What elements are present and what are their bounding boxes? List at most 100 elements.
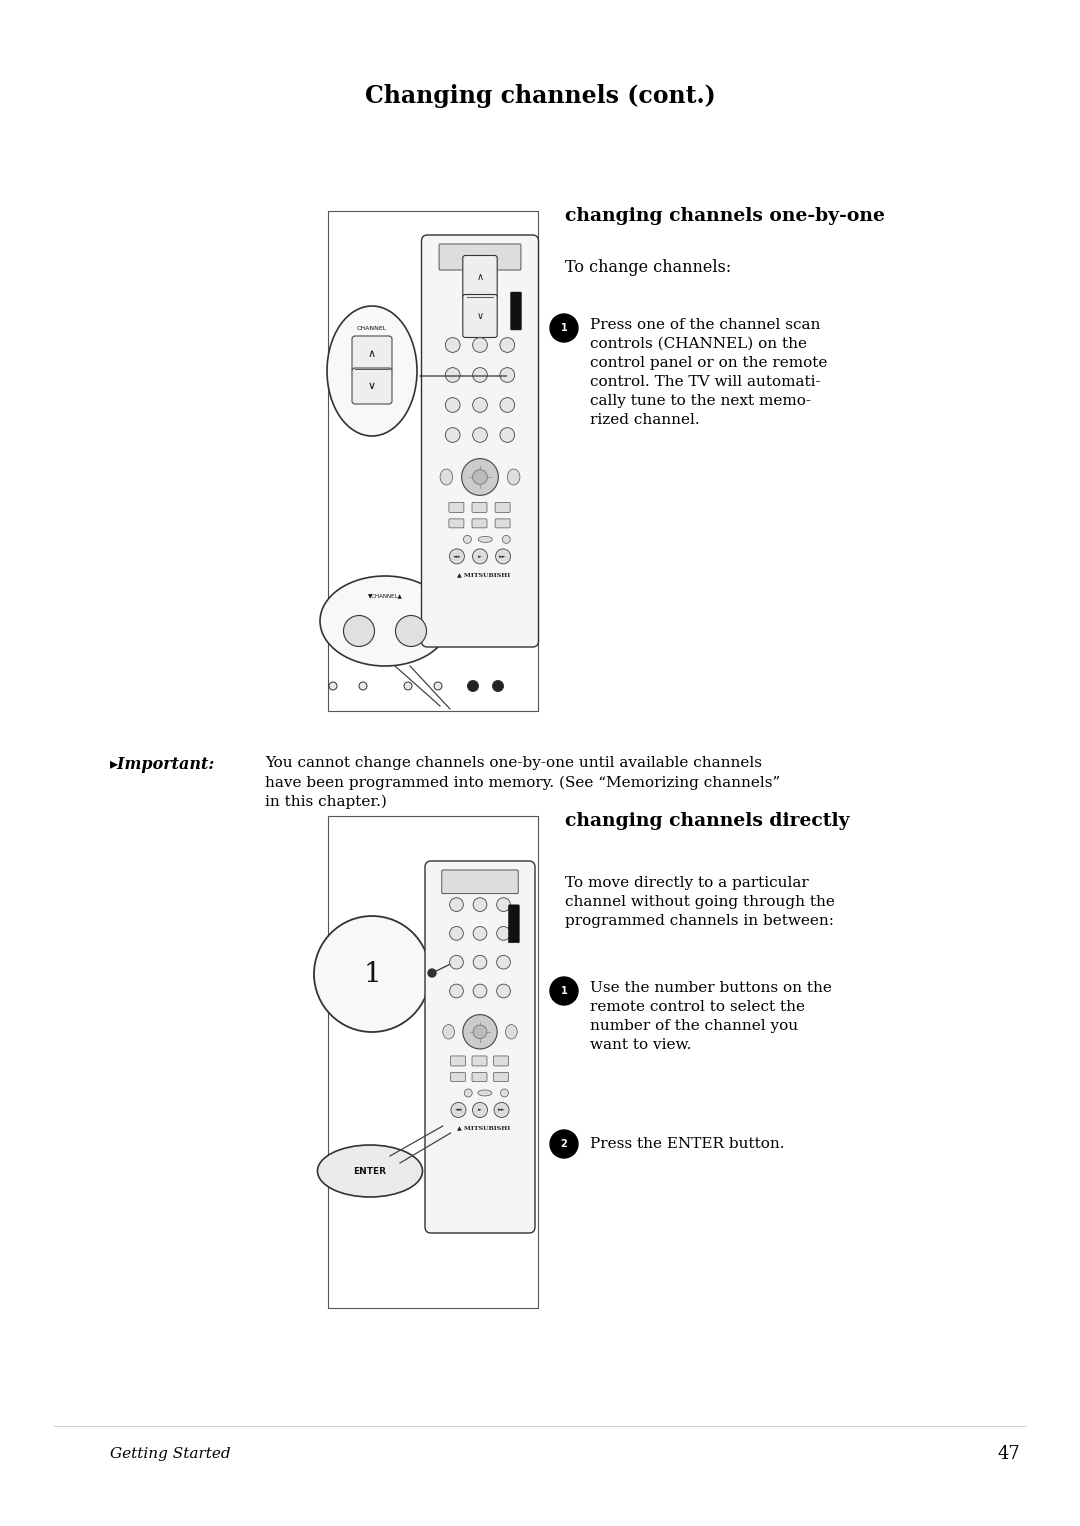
FancyBboxPatch shape <box>463 295 497 337</box>
Text: ∧: ∧ <box>368 349 376 359</box>
FancyBboxPatch shape <box>472 502 487 513</box>
Circle shape <box>359 682 367 690</box>
Circle shape <box>500 398 515 412</box>
FancyBboxPatch shape <box>421 235 539 647</box>
FancyBboxPatch shape <box>472 1056 487 1067</box>
Text: ∨: ∨ <box>476 311 484 320</box>
Circle shape <box>428 969 436 977</box>
Ellipse shape <box>478 536 492 542</box>
Circle shape <box>497 984 511 998</box>
Text: Press the ENTER button.: Press the ENTER button. <box>590 1137 784 1151</box>
Circle shape <box>497 955 511 969</box>
FancyBboxPatch shape <box>511 291 522 330</box>
FancyBboxPatch shape <box>494 1056 509 1067</box>
Circle shape <box>500 1090 509 1097</box>
Circle shape <box>449 984 463 998</box>
FancyBboxPatch shape <box>495 502 510 513</box>
Circle shape <box>502 536 510 543</box>
Text: ►: ► <box>478 554 482 559</box>
Circle shape <box>550 314 578 342</box>
Text: 1: 1 <box>561 324 567 333</box>
FancyBboxPatch shape <box>440 244 521 270</box>
Circle shape <box>500 337 515 353</box>
Text: 2: 2 <box>561 1138 567 1149</box>
Circle shape <box>404 682 411 690</box>
FancyBboxPatch shape <box>426 861 535 1233</box>
Circle shape <box>461 459 498 496</box>
Text: Use the number buttons on the
remote control to select the
number of the channel: Use the number buttons on the remote con… <box>590 981 832 1051</box>
Circle shape <box>314 916 430 1032</box>
Ellipse shape <box>440 468 453 485</box>
Bar <box>328 816 538 1308</box>
FancyBboxPatch shape <box>352 336 392 372</box>
Text: 47: 47 <box>997 1445 1020 1463</box>
Text: ENTER: ENTER <box>353 1166 387 1175</box>
Circle shape <box>496 549 511 565</box>
Text: ∧: ∧ <box>476 272 484 282</box>
Circle shape <box>449 955 463 969</box>
Circle shape <box>445 368 460 383</box>
Circle shape <box>463 536 471 543</box>
Text: ◄◄: ◄◄ <box>454 554 461 559</box>
Text: 1: 1 <box>561 986 567 996</box>
FancyBboxPatch shape <box>494 1073 509 1082</box>
FancyBboxPatch shape <box>442 870 518 894</box>
Circle shape <box>500 427 515 443</box>
Circle shape <box>473 984 487 998</box>
Circle shape <box>497 926 511 940</box>
FancyBboxPatch shape <box>449 502 464 513</box>
Text: To change channels:: To change channels: <box>565 259 731 276</box>
Circle shape <box>473 549 487 565</box>
Circle shape <box>343 615 375 647</box>
Bar <box>328 211 538 711</box>
Circle shape <box>464 1090 472 1097</box>
Text: CHANNEL: CHANNEL <box>356 327 387 331</box>
Circle shape <box>445 398 460 412</box>
Circle shape <box>473 1102 487 1117</box>
Text: 1: 1 <box>363 960 381 987</box>
Circle shape <box>492 681 503 691</box>
Ellipse shape <box>443 1024 455 1039</box>
Circle shape <box>473 427 487 443</box>
Circle shape <box>449 549 464 565</box>
Circle shape <box>449 897 463 911</box>
Text: To move directly to a particular
channel without going through the
programmed ch: To move directly to a particular channel… <box>565 876 835 928</box>
FancyBboxPatch shape <box>472 519 487 528</box>
Text: ►►: ►► <box>499 554 507 559</box>
Circle shape <box>473 1025 487 1039</box>
Circle shape <box>463 1015 497 1048</box>
Circle shape <box>500 368 515 383</box>
Ellipse shape <box>508 468 519 485</box>
Text: ►: ► <box>478 1108 482 1112</box>
Circle shape <box>550 977 578 1006</box>
Circle shape <box>434 682 442 690</box>
Text: Changing channels (cont.): Changing channels (cont.) <box>365 84 715 108</box>
Circle shape <box>445 427 460 443</box>
Circle shape <box>395 615 427 647</box>
Circle shape <box>445 337 460 353</box>
FancyBboxPatch shape <box>463 255 497 299</box>
Ellipse shape <box>318 1144 422 1196</box>
Text: ▲ MITSUBISHI: ▲ MITSUBISHI <box>457 572 511 577</box>
Circle shape <box>473 955 487 969</box>
Text: ▲ MITSUBISHI: ▲ MITSUBISHI <box>457 1126 511 1131</box>
Ellipse shape <box>478 1090 491 1096</box>
FancyBboxPatch shape <box>449 519 464 528</box>
Text: Press one of the channel scan
controls (CHANNEL) on the
control panel or on the : Press one of the channel scan controls (… <box>590 317 827 427</box>
Text: Getting Started: Getting Started <box>110 1447 231 1460</box>
FancyBboxPatch shape <box>450 1073 465 1082</box>
Text: ∨: ∨ <box>368 382 376 391</box>
FancyBboxPatch shape <box>450 1056 465 1067</box>
Circle shape <box>473 470 487 484</box>
Text: ▸Important:: ▸Important: <box>110 755 215 774</box>
FancyBboxPatch shape <box>472 1073 487 1082</box>
Circle shape <box>497 897 511 911</box>
Text: changing channels one-by-one: changing channels one-by-one <box>565 208 885 224</box>
Circle shape <box>550 1129 578 1158</box>
Circle shape <box>473 926 487 940</box>
Circle shape <box>473 398 487 412</box>
Circle shape <box>329 682 337 690</box>
Ellipse shape <box>320 575 450 665</box>
Text: ◄◄: ◄◄ <box>455 1108 462 1112</box>
Text: ►►: ►► <box>498 1108 505 1112</box>
